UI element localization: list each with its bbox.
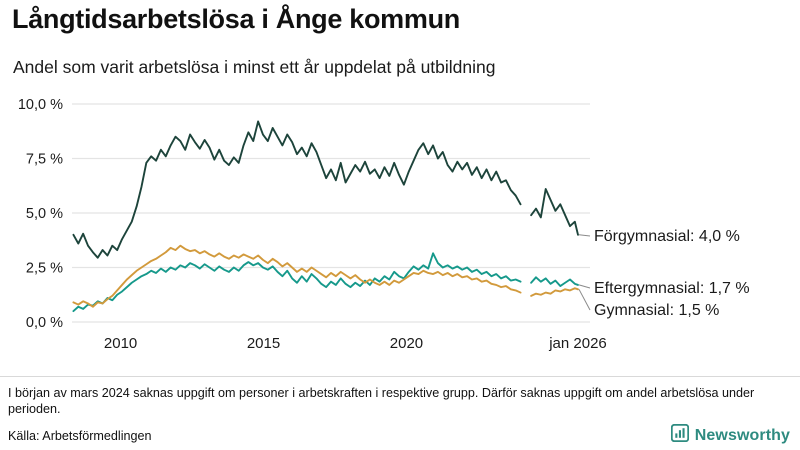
series-label-gymnasial: Gymnasial: 1,5 % (594, 302, 719, 319)
y-axis-tick-label: 7,5 % (26, 152, 63, 168)
x-axis-tick-label: jan 2026 (548, 335, 607, 352)
data-line-gymnasial (72, 244, 522, 308)
chart-subtitle: Andel som varit arbetslösa i minst ett å… (13, 57, 496, 77)
brand-name: Newsworthy (694, 426, 790, 444)
chart-footnote: I början av mars 2024 saknas uppgift om … (8, 386, 755, 417)
chart-plot-area: 0,0 % 2,5 % 5,0 % 7,5 % 10,0 % 2010 2015 2020 j… (0, 90, 800, 370)
y-axis-tick-label: 2,5 % (26, 261, 63, 277)
data-line-gymnasial (530, 287, 579, 297)
series-labels: Förgymnasial: 4,0 % Eftergymnasial: 1,7 %… (594, 228, 750, 319)
series-label-leader (578, 284, 591, 289)
page-title: Långtidsarbetslösa i Ånge kommun (12, 4, 460, 34)
newsworthy-logo: Newsworthy (670, 423, 790, 447)
series-label-leader (578, 234, 591, 237)
x-axis-tick-label: 2020 (390, 335, 423, 352)
bar-chart-icon (670, 423, 689, 447)
y-axis-tick-labels: 0,0 % 2,5 % 5,0 % 7,5 % 10,0 % (18, 97, 63, 331)
data-line-eftergymnasial (530, 276, 579, 287)
data-series-lines (72, 120, 579, 313)
data-line-förgymnasial (530, 188, 579, 236)
series-label-leader (578, 289, 591, 311)
gridlines (72, 103, 590, 323)
series-label-leaders (578, 234, 591, 311)
y-axis-tick-label: 0,0 % (26, 315, 63, 331)
x-axis-tick-labels: 2010 2015 2020 jan 2026 (104, 335, 607, 352)
series-label-förgymnasial: Förgymnasial: 4,0 % (594, 228, 740, 245)
y-axis-tick-label: 10,0 % (18, 97, 63, 113)
footer-divider (0, 376, 800, 377)
chart-source: Källa: Arbetsförmedlingen (8, 429, 152, 443)
x-axis-tick-label: 2010 (104, 335, 137, 352)
line-chart-svg: 0,0 % 2,5 % 5,0 % 7,5 % 10,0 % 2010 2015 2020 j… (18, 97, 750, 352)
y-axis-tick-label: 5,0 % (26, 206, 63, 222)
x-axis-tick-label: 2015 (247, 335, 280, 352)
data-line-förgymnasial (72, 120, 522, 259)
data-line-eftergymnasial (72, 252, 522, 313)
series-label-eftergymnasial: Eftergymnasial: 1,7 % (594, 280, 750, 297)
